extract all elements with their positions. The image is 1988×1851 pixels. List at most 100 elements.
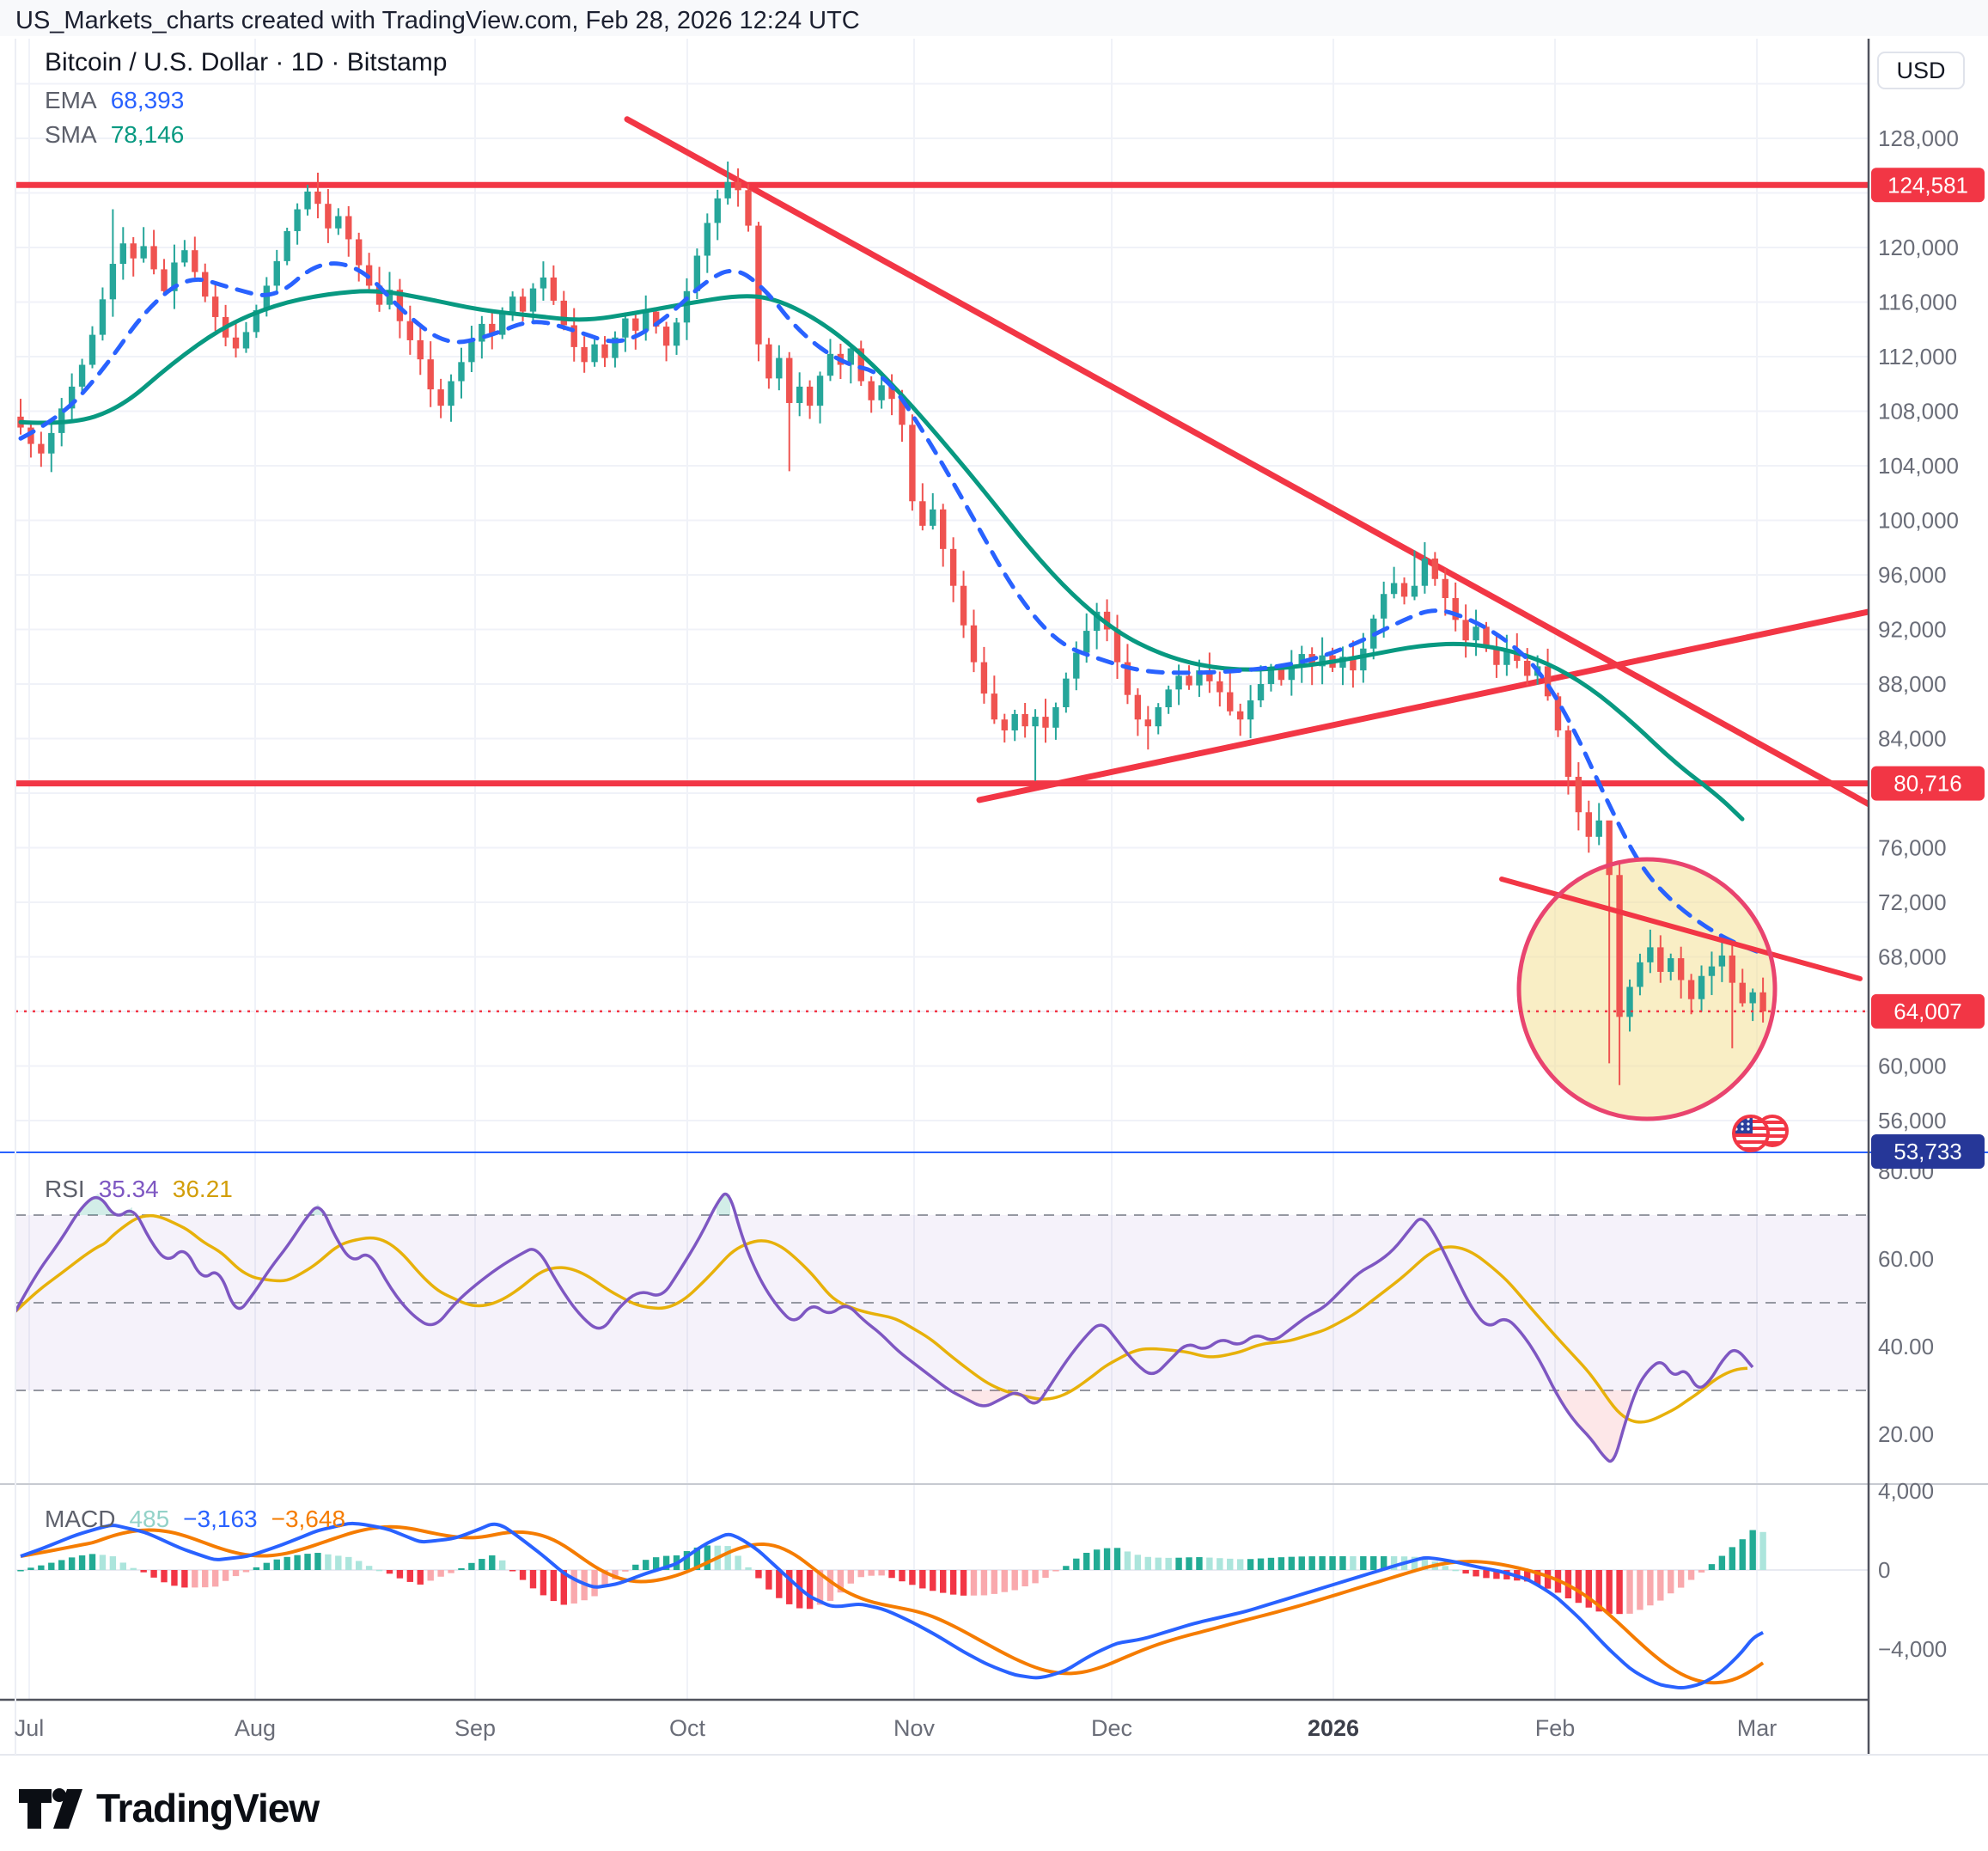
candle <box>909 425 916 502</box>
macd-hist-bar <box>211 1570 219 1587</box>
candle <box>99 299 107 335</box>
macd-hist-bar <box>1606 1570 1613 1614</box>
macd-hist-bar <box>458 1567 465 1570</box>
candle <box>1144 719 1151 727</box>
sma-line[interactable] <box>18 289 1745 822</box>
candle <box>673 322 680 346</box>
candle <box>1042 717 1049 728</box>
macd-hist-bar <box>868 1570 875 1576</box>
macd-hist-bar <box>1668 1570 1674 1594</box>
trendline-descending-minor[interactable] <box>1499 877 1863 981</box>
candle <box>375 285 383 305</box>
candle <box>1564 730 1572 777</box>
macd-hist-bar <box>991 1570 998 1594</box>
macd-hist-bar <box>294 1555 301 1570</box>
candle <box>1668 958 1674 972</box>
candle <box>1647 947 1654 962</box>
macd-hist-bar <box>335 1555 342 1570</box>
macd-hist-bar <box>375 1569 383 1572</box>
symbol-title[interactable]: Bitcoin / U.S. Dollar · 1D · Bitstamp <box>45 48 448 76</box>
candle <box>38 443 45 454</box>
macd-hist-bar <box>386 1570 393 1574</box>
macd-hist-bar <box>150 1570 157 1578</box>
price-tick: 120,000 <box>1878 235 1959 260</box>
macd-hist-bar <box>1585 1570 1592 1608</box>
macd-hist-bar <box>468 1562 475 1570</box>
macd-hist-bar <box>17 1570 24 1572</box>
trendlines[interactable] <box>15 116 1869 808</box>
candle <box>211 296 219 317</box>
macd-hist-bar <box>1647 1570 1654 1606</box>
macd-hist-bar <box>1052 1570 1059 1572</box>
date-tick: Sep <box>454 1715 496 1741</box>
macd-hist-bar <box>130 1567 137 1570</box>
macd-hist-bar <box>284 1556 290 1570</box>
macd-hist-bar <box>1165 1557 1172 1570</box>
macd-hist-bar <box>1134 1555 1142 1570</box>
price-label-bg <box>1871 766 1985 801</box>
macd-hist-bar <box>314 1553 321 1570</box>
ema-line[interactable] <box>18 261 1759 954</box>
macd-hist-bar <box>755 1570 762 1579</box>
macd-hist-bar <box>919 1570 926 1589</box>
date-axis[interactable]: Jul Aug Sep Oct Nov Dec 2026 Feb Mar <box>15 1715 1778 1741</box>
candle <box>1544 666 1552 697</box>
macd-hist-bar <box>489 1555 496 1570</box>
header-strip <box>0 0 1988 36</box>
macd-hist-bar <box>417 1570 424 1585</box>
macd-hist-bar <box>192 1570 198 1588</box>
tradingview-logo[interactable]: TradingView <box>19 1784 320 1832</box>
currency-toggle-button[interactable]: USD <box>1877 52 1965 89</box>
macd-hist-bar <box>888 1570 895 1579</box>
candle <box>662 327 670 346</box>
macd-hist-bar <box>1462 1570 1469 1574</box>
candle <box>591 344 598 363</box>
macd-legend[interactable]: MACD 485 −3,163 −3,648 <box>45 1506 345 1533</box>
sma-legend[interactable]: SMA 78,146 <box>45 121 184 149</box>
macd-hist-bar <box>1339 1555 1346 1570</box>
candle <box>949 548 957 586</box>
macd-signal-value: −3,648 <box>271 1506 346 1532</box>
macd-hist-bar <box>1319 1555 1326 1570</box>
rsi-tick: 60.00 <box>1878 1246 1934 1272</box>
macd-hist-bar <box>325 1554 332 1570</box>
candle <box>489 323 496 335</box>
ema-label: EMA <box>45 87 97 113</box>
macd-hist-bar <box>427 1570 434 1581</box>
macd-hist-bar <box>232 1570 240 1577</box>
macd-hist-bar <box>745 1567 752 1570</box>
date-tick: Oct <box>669 1715 706 1741</box>
candle <box>1155 706 1162 727</box>
macd-hist-bar <box>1103 1548 1111 1570</box>
macd-hist-bar <box>1657 1570 1664 1601</box>
gridlines <box>15 39 1869 1700</box>
candle <box>991 693 998 720</box>
candle <box>181 250 188 263</box>
macd-hist-bar <box>1236 1559 1244 1570</box>
candle <box>1360 648 1367 671</box>
candle <box>109 264 117 300</box>
candle <box>816 376 824 406</box>
macd-hist-bar <box>847 1570 855 1584</box>
date-tick: Dec <box>1091 1715 1132 1741</box>
price-label-bg <box>1871 168 1985 203</box>
sma-label: SMA <box>45 121 97 148</box>
macd-hist-bar <box>1011 1570 1018 1591</box>
candle <box>1134 694 1142 720</box>
macd-hist-bar <box>1093 1549 1101 1570</box>
ema-legend[interactable]: EMA 68,393 <box>45 87 184 114</box>
macd-hist-bar <box>519 1570 527 1580</box>
candle <box>1175 675 1182 690</box>
date-tick: Jul <box>15 1715 45 1741</box>
macd-hist-bar <box>78 1555 86 1570</box>
candle <box>1739 982 1746 1004</box>
highlight-circle[interactable] <box>1516 857 1778 1121</box>
rsi-legend[interactable]: RSI 35.34 36.21 <box>45 1176 233 1203</box>
macd-hist-bar <box>1042 1570 1049 1579</box>
macd-hist-bar <box>1267 1557 1275 1570</box>
candle <box>1339 657 1346 668</box>
candle <box>1021 713 1028 727</box>
price-axis[interactable]: 128,000 120,000 116,000 112,000 108,000 104,0… <box>1878 125 1959 1662</box>
candle <box>1524 661 1531 676</box>
